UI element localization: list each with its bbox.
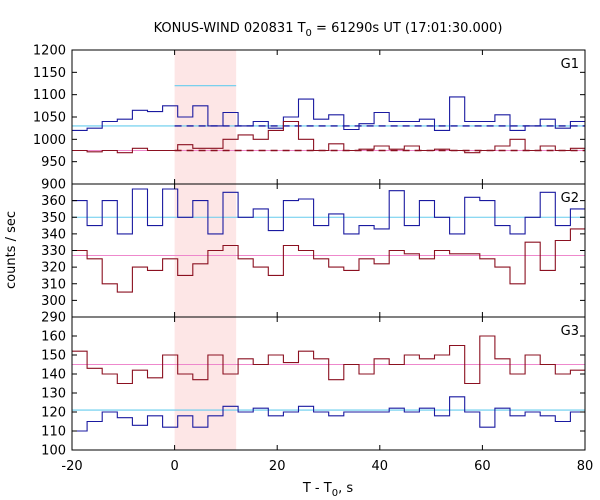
y-tick-label: 310 — [41, 277, 66, 292]
x-tick-label: 80 — [577, 459, 594, 474]
panel-label: G2 — [561, 191, 579, 206]
x-tick-label: 0 — [170, 459, 178, 474]
panel-frame — [71, 316, 586, 451]
series-red-step — [72, 335, 585, 385]
highlight-band — [174, 184, 237, 317]
y-tick-label: 100 — [41, 444, 66, 459]
x-axis-label-main: T - T — [302, 481, 332, 496]
chart-title-sub: 0 — [306, 28, 312, 39]
y-tick-label: 320 — [41, 261, 66, 276]
panel-plot-area — [72, 335, 585, 432]
panel-label: G3 — [561, 324, 579, 339]
y-tick-label: 1150 — [33, 66, 66, 81]
y-tick-label: 290 — [41, 311, 66, 326]
y-tick-label: 1050 — [33, 111, 66, 126]
x-ticks-layer: -20 0 20 40 60 80 — [61, 459, 593, 474]
y-tick-label: 150 — [41, 349, 66, 364]
y-tick-label: 130 — [41, 387, 66, 402]
y-tick-label: 950 — [41, 155, 66, 170]
x-tick-label: 20 — [269, 459, 286, 474]
y-tick-label: 330 — [41, 244, 66, 259]
x-axis-label-sub: 0 — [332, 488, 338, 499]
x-axis-label-rest: , s — [338, 481, 353, 496]
panel-plot-area — [72, 188, 585, 293]
panel-plot-area — [72, 85, 585, 154]
series-red-step — [72, 228, 585, 293]
y-tick-label: 1200 — [33, 44, 66, 59]
panel-g1: 900 950 1000 1050 1100 1150 1200 G1 — [33, 44, 586, 193]
chart-title-main: KONUS-WIND 020831 T — [154, 21, 306, 36]
x-tick-label: -20 — [61, 459, 82, 474]
x-tick-label: 60 — [474, 459, 491, 474]
y-tick-label: 340 — [41, 227, 66, 242]
panel-label: G1 — [561, 57, 579, 72]
panels-layer: 900 950 1000 1050 1100 1150 1200 G1 290 300 310320… — [33, 44, 586, 459]
y-tick-label: 900 — [41, 178, 66, 193]
series-blue-step — [72, 396, 585, 432]
y-tick-label: 1000 — [33, 133, 66, 148]
series-blue-step — [72, 188, 585, 235]
x-axis-label: T - T0, s — [302, 481, 353, 499]
y-tick-label: 120 — [41, 406, 66, 421]
x-tick-label: 40 — [372, 459, 389, 474]
y-tick-label: 140 — [41, 368, 66, 383]
series-red-step — [72, 120, 585, 154]
y-tick-label: 300 — [41, 294, 66, 309]
y-tick-label: 350 — [41, 211, 66, 226]
chart-title-rest: = 61290s UT (17:01:30.000) — [312, 21, 502, 36]
series-blue-step — [72, 96, 585, 134]
y-tick-label: 110 — [41, 425, 66, 440]
y-tick-label: 1100 — [33, 88, 66, 103]
y-axis-label: counts / sec — [4, 211, 19, 289]
y-tick-label: 160 — [41, 330, 66, 345]
y-tick-label: 360 — [41, 194, 66, 209]
panel-g3: 100 110 120 130 140 150 160 G3 — [41, 316, 586, 459]
highlight-band — [174, 317, 237, 450]
chart-title: KONUS-WIND 020831 T0 = 61290s UT (17:01:… — [154, 21, 503, 39]
